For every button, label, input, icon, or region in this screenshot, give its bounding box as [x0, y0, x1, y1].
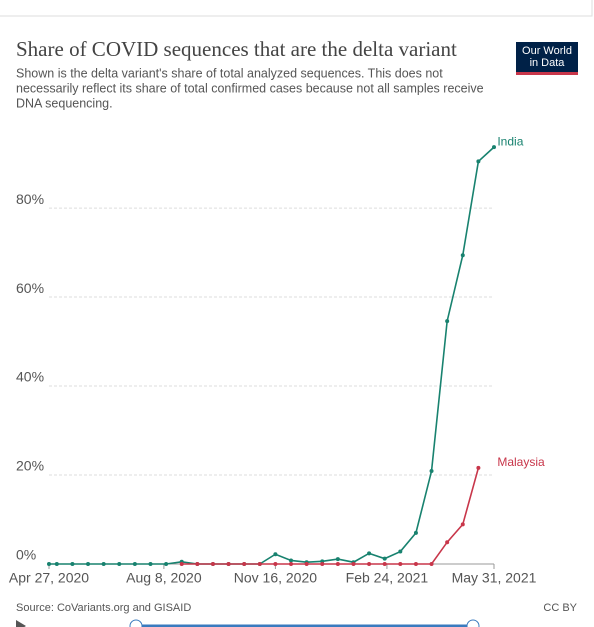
x-tick-label: Nov 16, 2020 [234, 570, 317, 586]
data-point [70, 562, 75, 566]
data-point [351, 562, 356, 566]
logo-bar [516, 72, 578, 75]
data-point [367, 551, 372, 556]
subtitle: necessarily reflect its share of total c… [16, 81, 484, 95]
x-tick-label: Feb 24, 2021 [346, 570, 429, 586]
data-point [273, 552, 278, 557]
data-point [304, 562, 309, 566]
data-point [289, 558, 294, 563]
subtitle: Shown is the delta variant's share of to… [16, 66, 443, 80]
data-point [476, 465, 481, 470]
data-point [413, 562, 418, 566]
chart-title: Share of COVID sequences that are the de… [16, 37, 457, 61]
data-point [226, 562, 231, 566]
y-tick-label: 60% [16, 280, 44, 296]
timeline-handle[interactable] [466, 619, 480, 627]
series-label: Malaysia [497, 455, 545, 469]
data-point [367, 562, 372, 566]
data-point [101, 562, 106, 566]
data-point [86, 562, 91, 566]
data-point [210, 562, 215, 566]
data-point [335, 557, 340, 562]
logo[interactable]: Our World in Data [516, 42, 578, 75]
data-point [460, 253, 465, 258]
y-tick-label: 0% [16, 547, 36, 563]
logo-text: in Data [530, 57, 566, 69]
timeline[interactable] [16, 619, 480, 627]
data-point [257, 562, 262, 566]
data-point [460, 522, 465, 527]
play-button[interactable] [16, 620, 26, 627]
data-point [117, 562, 122, 566]
data-point [398, 562, 403, 566]
x-tick-label: Apr 27, 2020 [9, 570, 89, 586]
data-point [382, 562, 387, 566]
logo-box [516, 42, 578, 75]
data-point [413, 530, 418, 535]
data-point [242, 562, 247, 566]
data-point [132, 562, 137, 566]
source: Source: CoVariants.org and GISAID [16, 602, 191, 614]
data-point [492, 145, 496, 150]
y-tick-label: 40% [16, 369, 44, 385]
data-point [445, 540, 450, 545]
data-point [429, 562, 434, 566]
series-line [49, 146, 495, 565]
y-tick-label: 80% [16, 191, 44, 207]
data-point [54, 562, 59, 566]
x-tick-label: Aug 8, 2020 [126, 570, 202, 586]
data-point [179, 562, 184, 566]
data-point [398, 549, 403, 554]
timeline-handle[interactable] [129, 619, 143, 627]
subtitle: DNA sequencing. [16, 96, 113, 110]
data-point [335, 562, 340, 566]
data-point [476, 159, 481, 164]
data-point [195, 562, 200, 566]
x-tick-label: May 31, 2021 [452, 570, 537, 586]
data-point [429, 469, 434, 474]
data-point [289, 562, 294, 566]
data-point [47, 562, 51, 566]
license: CC BY [543, 602, 577, 614]
data-point [382, 556, 387, 561]
y-tick-label: 20% [16, 458, 44, 474]
data-point [273, 562, 278, 566]
series-line [181, 467, 480, 565]
data-point [445, 319, 450, 324]
logo-text: Our World [522, 45, 572, 57]
series-label: India [497, 134, 523, 148]
panel-edge [0, 0, 593, 17]
data-point [148, 562, 153, 566]
data-point [320, 562, 325, 566]
data-point [164, 562, 169, 566]
